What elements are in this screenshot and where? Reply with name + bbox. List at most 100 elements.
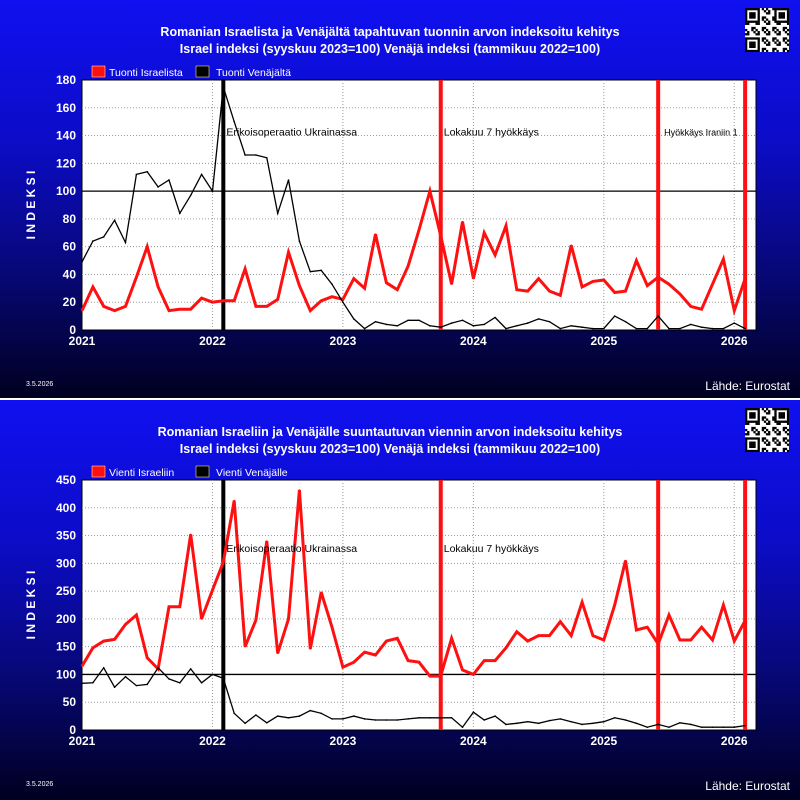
legend-swatch-black bbox=[195, 465, 210, 478]
event-label: Hyökkäys Iraniin 1 bbox=[664, 128, 738, 138]
data-point bbox=[592, 634, 594, 637]
data-point bbox=[646, 626, 649, 629]
data-point bbox=[603, 279, 605, 281]
data-point bbox=[396, 637, 399, 640]
plot-area bbox=[81, 479, 757, 731]
y-axis-label: I N D E K S I bbox=[24, 571, 38, 640]
data-point bbox=[613, 315, 616, 317]
x-tick-label: 2023 bbox=[330, 334, 357, 348]
data-point bbox=[385, 640, 388, 642]
data-point bbox=[81, 665, 83, 667]
data-point bbox=[472, 673, 475, 676]
data-point bbox=[396, 719, 399, 721]
data-point bbox=[603, 327, 605, 330]
data-point bbox=[352, 277, 355, 280]
data-point bbox=[603, 720, 605, 723]
data-point bbox=[200, 618, 203, 620]
y-tick-label: 300 bbox=[56, 556, 76, 570]
data-point bbox=[407, 319, 409, 322]
data-point bbox=[494, 316, 496, 319]
data-point bbox=[407, 659, 409, 662]
data-point bbox=[646, 284, 649, 287]
data-point bbox=[516, 288, 518, 291]
data-point bbox=[135, 276, 138, 279]
data-point bbox=[287, 716, 290, 719]
data-point bbox=[461, 220, 464, 223]
data-point bbox=[385, 281, 388, 284]
series-line-russia bbox=[81, 666, 746, 729]
data-point bbox=[429, 675, 431, 677]
x-tick-label: 2024 bbox=[460, 734, 487, 748]
data-point bbox=[483, 231, 486, 234]
date-stamp: 3.5.2026 bbox=[26, 381, 53, 388]
y-tick-label: 400 bbox=[56, 501, 76, 515]
data-point bbox=[494, 715, 496, 717]
data-point bbox=[189, 668, 192, 670]
data-point bbox=[646, 726, 649, 729]
data-point bbox=[526, 290, 529, 292]
data-point bbox=[135, 684, 138, 687]
legend-label: Vienti Venäjälle bbox=[216, 467, 288, 479]
data-point bbox=[733, 322, 736, 324]
data-point bbox=[744, 724, 746, 727]
y-tick-label: 100 bbox=[56, 667, 76, 681]
y-tick-label: 140 bbox=[56, 129, 76, 143]
data-point bbox=[168, 309, 170, 312]
x-tick-label: 2023 bbox=[330, 734, 357, 748]
data-point bbox=[711, 639, 714, 641]
data-point bbox=[92, 240, 94, 242]
data-point bbox=[548, 290, 551, 292]
data-point bbox=[439, 675, 442, 677]
data-point bbox=[679, 327, 681, 330]
qr-code bbox=[745, 408, 790, 453]
event-label: Erikoisoperaatio Ukrainassa bbox=[226, 543, 357, 555]
data-point bbox=[613, 291, 616, 294]
data-point bbox=[581, 326, 583, 329]
qr-code-image bbox=[745, 8, 790, 53]
data-point bbox=[385, 719, 388, 721]
data-point bbox=[450, 716, 453, 719]
chart-title: Romanian Israeliin ja Venäjälle suuntaut… bbox=[158, 425, 623, 439]
data-point bbox=[211, 589, 214, 591]
data-point bbox=[711, 327, 714, 330]
date-stamp: 3.5.2026 bbox=[26, 781, 53, 788]
legend-label: Tuonti Venäjältä bbox=[216, 67, 291, 79]
data-point bbox=[461, 669, 464, 671]
data-point bbox=[146, 656, 149, 659]
data-point bbox=[276, 212, 279, 215]
data-point bbox=[624, 320, 627, 323]
data-point bbox=[113, 686, 116, 689]
export-chart: Romanian Israeliin ja Venäjälle suuntaut… bbox=[24, 425, 791, 793]
data-point bbox=[526, 640, 529, 642]
data-point bbox=[135, 173, 138, 176]
data-point bbox=[179, 308, 181, 310]
data-point bbox=[668, 283, 670, 285]
qr-code-image bbox=[745, 408, 790, 453]
data-point bbox=[700, 308, 703, 310]
data-point bbox=[429, 716, 431, 719]
data-point bbox=[374, 654, 377, 656]
data-point bbox=[635, 629, 638, 631]
data-point bbox=[146, 245, 149, 248]
data-point bbox=[309, 709, 312, 712]
data-point bbox=[711, 283, 714, 285]
data-point bbox=[124, 623, 127, 626]
data-point bbox=[429, 190, 431, 192]
data-point bbox=[537, 722, 540, 725]
data-point bbox=[657, 723, 659, 726]
data-point bbox=[439, 234, 442, 237]
data-point bbox=[320, 269, 322, 272]
data-point bbox=[624, 559, 627, 562]
data-point bbox=[483, 659, 486, 662]
data-point bbox=[298, 715, 301, 717]
data-point bbox=[439, 716, 442, 719]
data-point bbox=[266, 305, 268, 308]
data-point bbox=[233, 120, 235, 123]
data-point bbox=[276, 652, 279, 655]
data-point bbox=[494, 659, 496, 662]
data-point bbox=[146, 170, 149, 173]
y-tick-label: 160 bbox=[56, 101, 76, 115]
x-tick-label: 2026 bbox=[721, 334, 748, 348]
data-point bbox=[81, 309, 83, 312]
data-point bbox=[211, 301, 214, 304]
